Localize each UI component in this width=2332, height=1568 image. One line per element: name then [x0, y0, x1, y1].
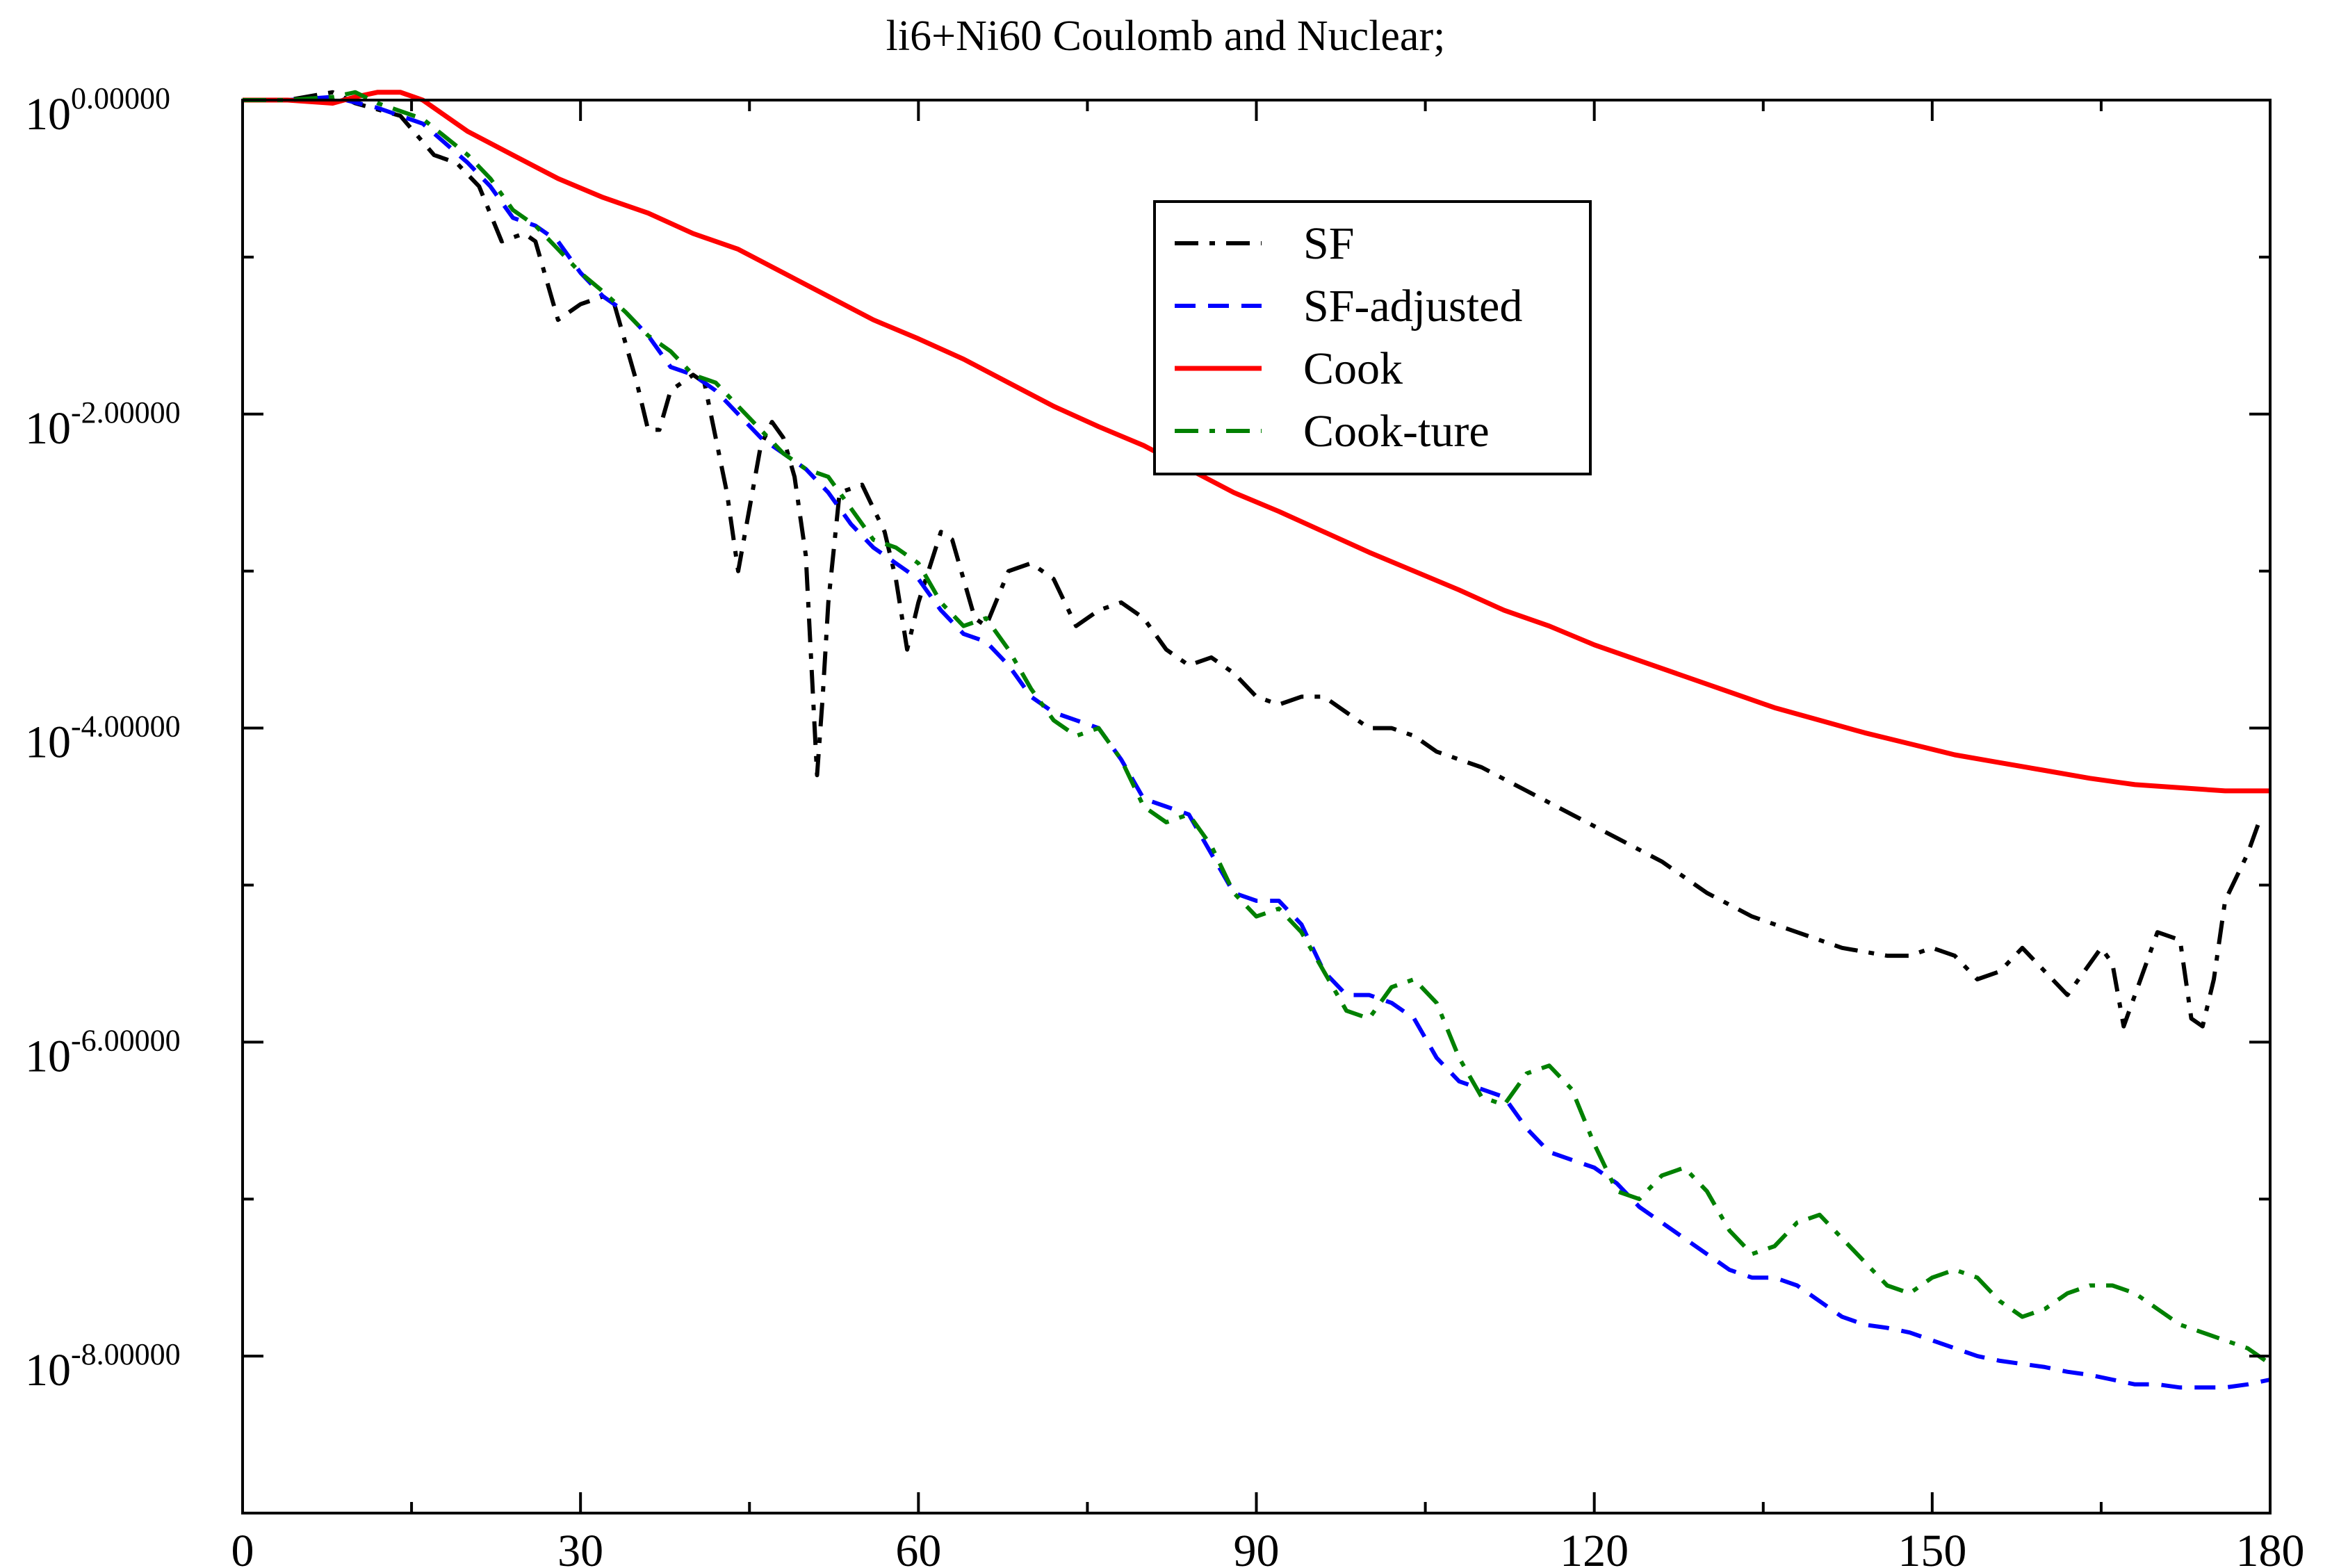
x-tick-label: 150 — [1898, 1526, 1966, 1568]
y-tick-label: 10-8.00000 — [25, 1337, 181, 1396]
x-tick-label: 180 — [2236, 1526, 2305, 1568]
chart-title: li6+Ni60 Coulomb and Nuclear; — [886, 13, 1446, 60]
x-tick-label: 90 — [1234, 1526, 1280, 1568]
legend-label: SF-adjusted — [1303, 281, 1522, 332]
series-line-cook-ture — [243, 90, 2272, 1366]
axes-layer: 0 30 60 90 120 150 180 100.00000 10-2.00000 10-4.… — [25, 81, 2305, 1568]
series-line-sf — [243, 90, 2261, 1029]
y-tick-label: 100.00000 — [25, 81, 170, 140]
y-tick-label: 10-2.00000 — [25, 395, 181, 454]
x-tick-label: 30 — [557, 1526, 603, 1568]
legend: SF SF-adjusted Cook Cook-ture — [1153, 200, 1592, 475]
legend-box — [1153, 200, 1592, 475]
y-tick-label: 10-6.00000 — [25, 1023, 181, 1081]
legend-label: Cook-ture — [1303, 406, 1490, 457]
legend-label: Cook — [1303, 343, 1403, 394]
x-tick-label: 120 — [1560, 1526, 1629, 1568]
x-tick-label: 60 — [895, 1526, 941, 1568]
y-tick-label: 10-4.00000 — [25, 710, 181, 768]
legend-label: SF — [1303, 218, 1354, 269]
x-tick-label: 0 — [231, 1526, 254, 1568]
